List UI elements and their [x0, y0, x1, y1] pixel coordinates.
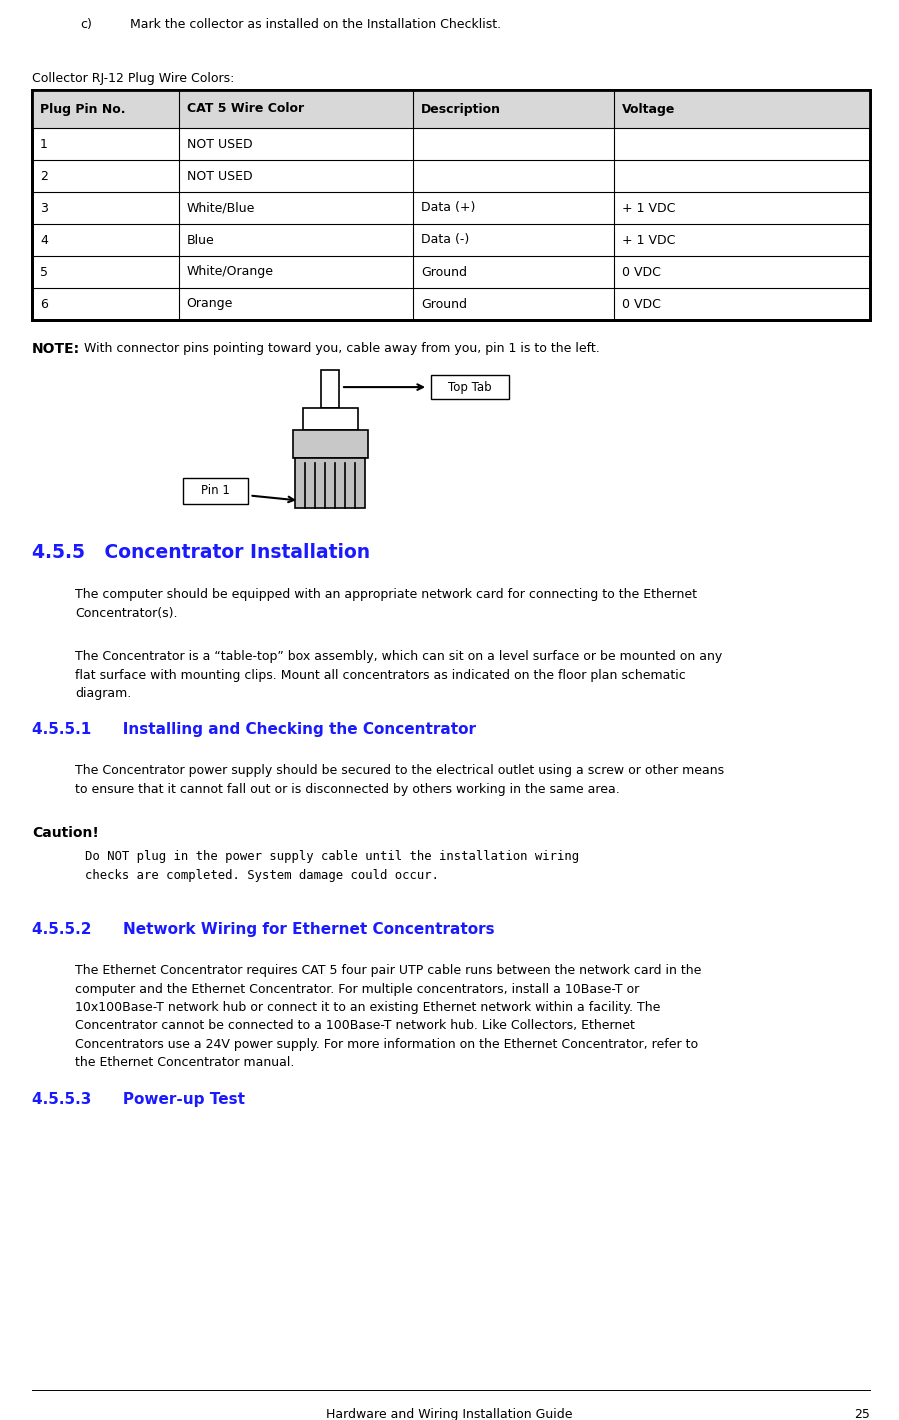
Text: Mark the collector as installed on the Installation Checklist.: Mark the collector as installed on the I… — [130, 18, 501, 31]
Text: Data (+): Data (+) — [422, 202, 476, 214]
Text: + 1 VDC: + 1 VDC — [622, 202, 676, 214]
Text: Hardware and Wiring Installation Guide: Hardware and Wiring Installation Guide — [325, 1409, 573, 1420]
Text: Description: Description — [422, 102, 502, 115]
Text: Data (-): Data (-) — [422, 233, 469, 247]
Text: 1: 1 — [40, 138, 48, 151]
Bar — [292, 430, 368, 459]
Text: Plug Pin No.: Plug Pin No. — [40, 102, 126, 115]
Bar — [321, 371, 339, 408]
Bar — [302, 408, 358, 430]
Text: 0 VDC: 0 VDC — [622, 266, 662, 278]
Text: 4: 4 — [40, 233, 48, 247]
Text: 4.5.5.3      Power-up Test: 4.5.5.3 Power-up Test — [32, 1092, 245, 1108]
Text: Top Tab: Top Tab — [449, 381, 492, 393]
Text: 3: 3 — [40, 202, 48, 214]
Text: Pin 1: Pin 1 — [200, 484, 229, 497]
Text: Do NOT plug in the power supply cable until the installation wiring
checks are c: Do NOT plug in the power supply cable un… — [85, 851, 579, 882]
Text: 2: 2 — [40, 169, 48, 183]
Text: Collector RJ-12 Plug Wire Colors:: Collector RJ-12 Plug Wire Colors: — [32, 72, 235, 85]
Text: 4.5.5   Concentrator Installation: 4.5.5 Concentrator Installation — [32, 542, 370, 562]
Text: c): c) — [80, 18, 92, 31]
Text: 4.5.5.1      Installing and Checking the Concentrator: 4.5.5.1 Installing and Checking the Conc… — [32, 721, 476, 737]
Text: Voltage: Voltage — [622, 102, 676, 115]
Bar — [295, 459, 365, 508]
Text: NOT USED: NOT USED — [187, 138, 253, 151]
Bar — [431, 375, 509, 399]
Text: Caution!: Caution! — [32, 826, 99, 841]
Text: + 1 VDC: + 1 VDC — [622, 233, 676, 247]
Text: 6: 6 — [40, 298, 48, 311]
Text: With connector pins pointing toward you, cable away from you, pin 1 is to the le: With connector pins pointing toward you,… — [80, 342, 600, 355]
Text: 5: 5 — [40, 266, 48, 278]
Bar — [32, 89, 870, 128]
Bar — [32, 89, 870, 320]
Text: The computer should be equipped with an appropriate network card for connecting : The computer should be equipped with an … — [75, 588, 697, 619]
Text: 4.5.5.2      Network Wiring for Ethernet Concentrators: 4.5.5.2 Network Wiring for Ethernet Conc… — [32, 922, 494, 937]
Text: NOT USED: NOT USED — [187, 169, 253, 183]
Text: Ground: Ground — [422, 298, 467, 311]
Text: White/Orange: White/Orange — [187, 266, 273, 278]
Text: CAT 5 Wire Color: CAT 5 Wire Color — [187, 102, 304, 115]
Text: NOTE:: NOTE: — [32, 342, 80, 356]
Text: The Ethernet Concentrator requires CAT 5 four pair UTP cable runs between the ne: The Ethernet Concentrator requires CAT 5… — [75, 964, 701, 1069]
Text: White/Blue: White/Blue — [187, 202, 255, 214]
Text: The Concentrator is a “table-top” box assembly, which can sit on a level surface: The Concentrator is a “table-top” box as… — [75, 650, 722, 700]
Bar — [182, 477, 247, 504]
Text: Blue: Blue — [187, 233, 214, 247]
Text: The Concentrator power supply should be secured to the electrical outlet using a: The Concentrator power supply should be … — [75, 764, 724, 795]
Text: 25: 25 — [854, 1409, 870, 1420]
Text: 0 VDC: 0 VDC — [622, 298, 662, 311]
Text: Ground: Ground — [422, 266, 467, 278]
Text: Orange: Orange — [187, 298, 233, 311]
